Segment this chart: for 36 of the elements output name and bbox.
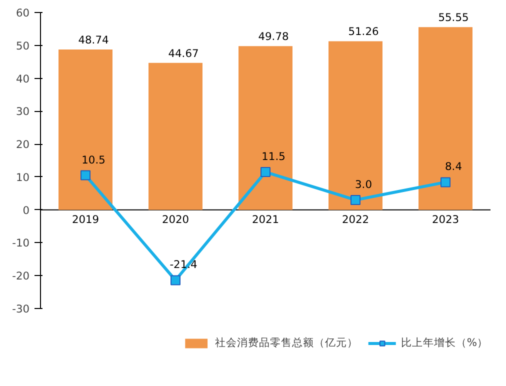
y-tick-label: 0 (22, 204, 30, 217)
x-tick-label: 2022 (342, 212, 370, 226)
point (260, 167, 270, 178)
y-tick-label: -10 (12, 236, 30, 250)
bar (328, 41, 382, 210)
x-tick-label: 2023 (432, 212, 460, 226)
y-tick-label: -30 (12, 302, 30, 316)
point (80, 170, 90, 180)
bar (238, 46, 292, 210)
y-tick-label: 50 (16, 39, 30, 52)
bar (148, 62, 202, 210)
y-tick-label: 30 (16, 105, 30, 118)
bar (418, 27, 472, 210)
data-label: 49.78 (258, 30, 289, 44)
y-tick-label: 10 (16, 170, 30, 184)
data-label: 55.55 (438, 11, 469, 24)
data-label: 3.0 (355, 178, 372, 191)
y-tick-label: 60 (16, 6, 30, 20)
point (440, 177, 450, 188)
legend-label: 比上年增长（%） (400, 336, 488, 350)
data-label: 11.5 (262, 150, 286, 164)
data-label: 10.5 (82, 153, 106, 166)
bar (58, 50, 112, 210)
point (350, 194, 360, 205)
x-tick-label: 2019 (72, 212, 100, 226)
data-label: 51.26 (348, 25, 379, 38)
y-tick-label: 40 (16, 72, 30, 86)
x-tick-label: 2020 (162, 212, 190, 226)
y-tick-label: -20 (12, 270, 30, 283)
point (170, 275, 180, 286)
data-label: 44.67 (168, 46, 199, 60)
legend-label: 社会消费品零售总额（亿元） (214, 336, 358, 350)
data-label: 8.4 (445, 160, 462, 174)
y-tick-label: 20 (16, 138, 30, 152)
x-tick-label: 2021 (252, 212, 280, 226)
data-label: 48.74 (78, 34, 109, 47)
